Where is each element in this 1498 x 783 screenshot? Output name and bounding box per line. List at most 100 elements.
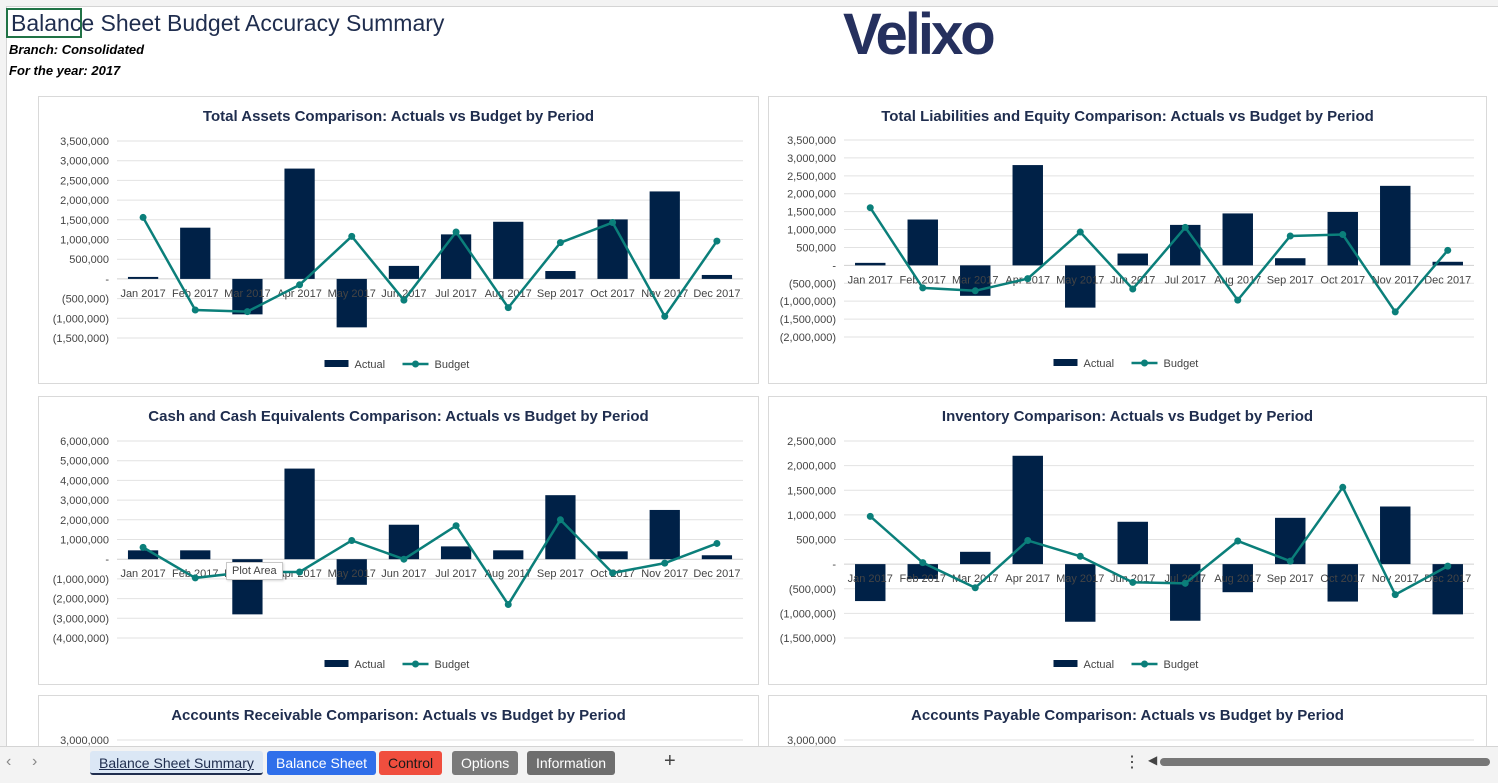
budget-point[interactable] — [609, 219, 617, 227]
budget-point[interactable] — [919, 284, 927, 292]
tab-control[interactable]: Control — [379, 751, 443, 775]
budget-point[interactable] — [713, 237, 721, 245]
actual-bar[interactable] — [1170, 224, 1201, 266]
budget-point[interactable] — [400, 555, 408, 563]
actual-bar[interactable] — [388, 524, 420, 560]
budget-point[interactable] — [1181, 223, 1189, 231]
actual-bar[interactable] — [701, 274, 733, 279]
actual-bar[interactable] — [545, 271, 576, 279]
budget-point[interactable] — [971, 287, 979, 295]
actual-bar[interactable] — [1065, 265, 1096, 308]
budget-point[interactable] — [504, 304, 512, 312]
tab-balance-sheet-summary[interactable]: Balance Sheet Summary — [90, 751, 263, 775]
budget-point[interactable] — [191, 574, 199, 582]
budget-point[interactable] — [556, 239, 564, 247]
actual-bar[interactable] — [855, 564, 886, 602]
actual-bar[interactable] — [545, 495, 576, 560]
actual-bar[interactable] — [1380, 185, 1411, 266]
actual-bar[interactable] — [440, 234, 472, 279]
budget-point[interactable] — [661, 312, 669, 320]
actual-bar[interactable] — [649, 509, 680, 560]
actual-bar[interactable] — [855, 262, 886, 266]
budget-point[interactable] — [452, 228, 460, 236]
actual-bar[interactable] — [1327, 211, 1358, 266]
actual-bar[interactable] — [284, 468, 315, 560]
more-options-icon[interactable]: ⋮ — [1124, 754, 1140, 771]
budget-point[interactable] — [296, 281, 304, 289]
budget-point[interactable] — [661, 559, 669, 567]
budget-point[interactable] — [504, 601, 512, 609]
actual-bar[interactable] — [336, 278, 367, 328]
actual-bar[interactable] — [336, 559, 367, 585]
budget-point[interactable] — [1181, 579, 1189, 587]
actual-bar[interactable] — [1012, 455, 1043, 565]
budget-point[interactable] — [191, 306, 199, 314]
scrollbar-thumb[interactable] — [1160, 758, 1490, 766]
actual-bar[interactable] — [440, 546, 472, 560]
actual-bar[interactable] — [493, 221, 524, 279]
tab-options[interactable]: Options — [452, 751, 519, 775]
actual-bar[interactable] — [1117, 521, 1148, 565]
actual-bar[interactable] — [649, 191, 680, 279]
budget-point[interactable] — [1024, 275, 1032, 283]
actual-bar[interactable] — [284, 168, 315, 279]
budget-point[interactable] — [713, 539, 721, 547]
actual-bar[interactable] — [1065, 564, 1096, 622]
budget-point[interactable] — [971, 584, 979, 592]
scroll-tabs-right-icon[interactable]: › — [32, 753, 38, 770]
actual-bar[interactable] — [960, 551, 991, 565]
actual-bar[interactable] — [1117, 253, 1148, 266]
row-headers[interactable] — [0, 6, 7, 746]
budget-point[interactable] — [139, 213, 147, 221]
column-headers[interactable] — [0, 0, 1498, 7]
actual-bar[interactable] — [1275, 258, 1306, 266]
budget-point[interactable] — [1129, 285, 1137, 293]
actual-bar[interactable] — [1222, 564, 1253, 593]
budget-line[interactable] — [869, 207, 1449, 314]
budget-point[interactable] — [1391, 591, 1399, 599]
budget-point[interactable] — [866, 204, 874, 212]
budget-point[interactable] — [139, 543, 147, 551]
selected-cell[interactable] — [6, 8, 82, 38]
actual-bar[interactable] — [1327, 564, 1358, 602]
budget-line[interactable] — [141, 216, 718, 319]
budget-point[interactable] — [1076, 228, 1084, 236]
budget-point[interactable] — [1444, 562, 1452, 570]
actual-bar[interactable] — [907, 564, 938, 579]
actual-bar[interactable] — [127, 276, 159, 279]
actual-bar[interactable] — [127, 550, 159, 560]
budget-point[interactable] — [1234, 537, 1242, 545]
budget-point[interactable] — [866, 512, 874, 520]
budget-point[interactable] — [1286, 232, 1294, 240]
budget-point[interactable] — [1339, 231, 1347, 239]
budget-point[interactable] — [1024, 536, 1032, 544]
actual-bar[interactable] — [701, 555, 733, 560]
tab-information[interactable]: Information — [527, 751, 616, 775]
tab-balance-sheet[interactable]: Balance Sheet — [267, 751, 377, 775]
horizontal-scrollbar[interactable]: ◀ — [1148, 753, 1493, 768]
budget-point[interactable] — [1286, 557, 1294, 565]
budget-point[interactable] — [1076, 552, 1084, 560]
budget-point[interactable] — [1444, 246, 1452, 254]
inventory-chart[interactable]: Inventory Comparison: Actuals vs Budget … — [768, 396, 1487, 685]
actual-bar[interactable] — [180, 550, 211, 560]
budget-point[interactable] — [556, 516, 564, 524]
budget-line[interactable] — [869, 484, 1449, 597]
budget-point[interactable] — [1339, 483, 1347, 491]
actual-bar[interactable] — [180, 227, 211, 279]
budget-point[interactable] — [243, 308, 251, 316]
cash-equivalents-chart[interactable]: Cash and Cash Equivalents Comparison: Ac… — [38, 396, 759, 685]
scroll-left-arrow-icon[interactable]: ◀ — [1148, 753, 1158, 767]
actual-bar[interactable] — [1432, 261, 1463, 266]
total-assets-chart[interactable]: Total Assets Comparison: Actuals vs Budg… — [38, 96, 759, 384]
actual-bar[interactable] — [493, 550, 524, 560]
actual-bar[interactable] — [597, 219, 628, 279]
actual-bar[interactable] — [1012, 165, 1043, 266]
scroll-tabs-left-icon[interactable]: ‹ — [6, 753, 12, 770]
budget-point[interactable] — [296, 568, 304, 576]
budget-point[interactable] — [609, 569, 617, 577]
budget-point[interactable] — [1234, 296, 1242, 304]
add-sheet-icon[interactable]: + — [664, 750, 676, 772]
budget-point[interactable] — [348, 232, 356, 240]
actual-bar[interactable] — [907, 219, 938, 266]
